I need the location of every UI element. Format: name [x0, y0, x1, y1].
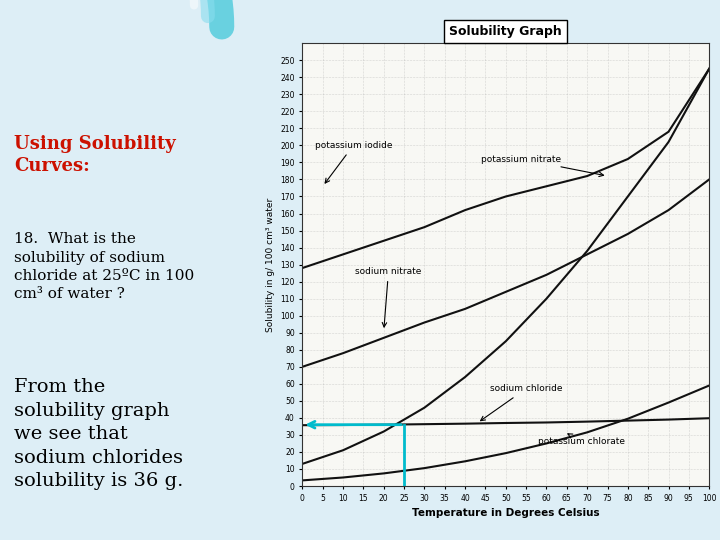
- Title: Solubility Graph: Solubility Graph: [449, 25, 562, 38]
- Text: From the
solubility graph
we see that
sodium chlorides
solubility is 36 g.: From the solubility graph we see that so…: [14, 378, 183, 490]
- Text: potassium chlorate: potassium chlorate: [539, 434, 626, 446]
- Text: potassium nitrate: potassium nitrate: [482, 154, 603, 177]
- Text: 18.  What is the
solubility of sodium
chloride at 25ºC in 100
cm³ of water ?: 18. What is the solubility of sodium chl…: [14, 232, 194, 301]
- Text: sodium nitrate: sodium nitrate: [355, 267, 422, 327]
- X-axis label: Temperature in Degrees Celsius: Temperature in Degrees Celsius: [412, 508, 600, 518]
- Y-axis label: Solubility in g/ 100 cm³ water: Solubility in g/ 100 cm³ water: [266, 198, 275, 332]
- Text: Using Solubility
Curves:: Using Solubility Curves:: [14, 135, 176, 175]
- Text: potassium iodide: potassium iodide: [315, 141, 392, 183]
- Text: sodium chloride: sodium chloride: [481, 384, 562, 421]
